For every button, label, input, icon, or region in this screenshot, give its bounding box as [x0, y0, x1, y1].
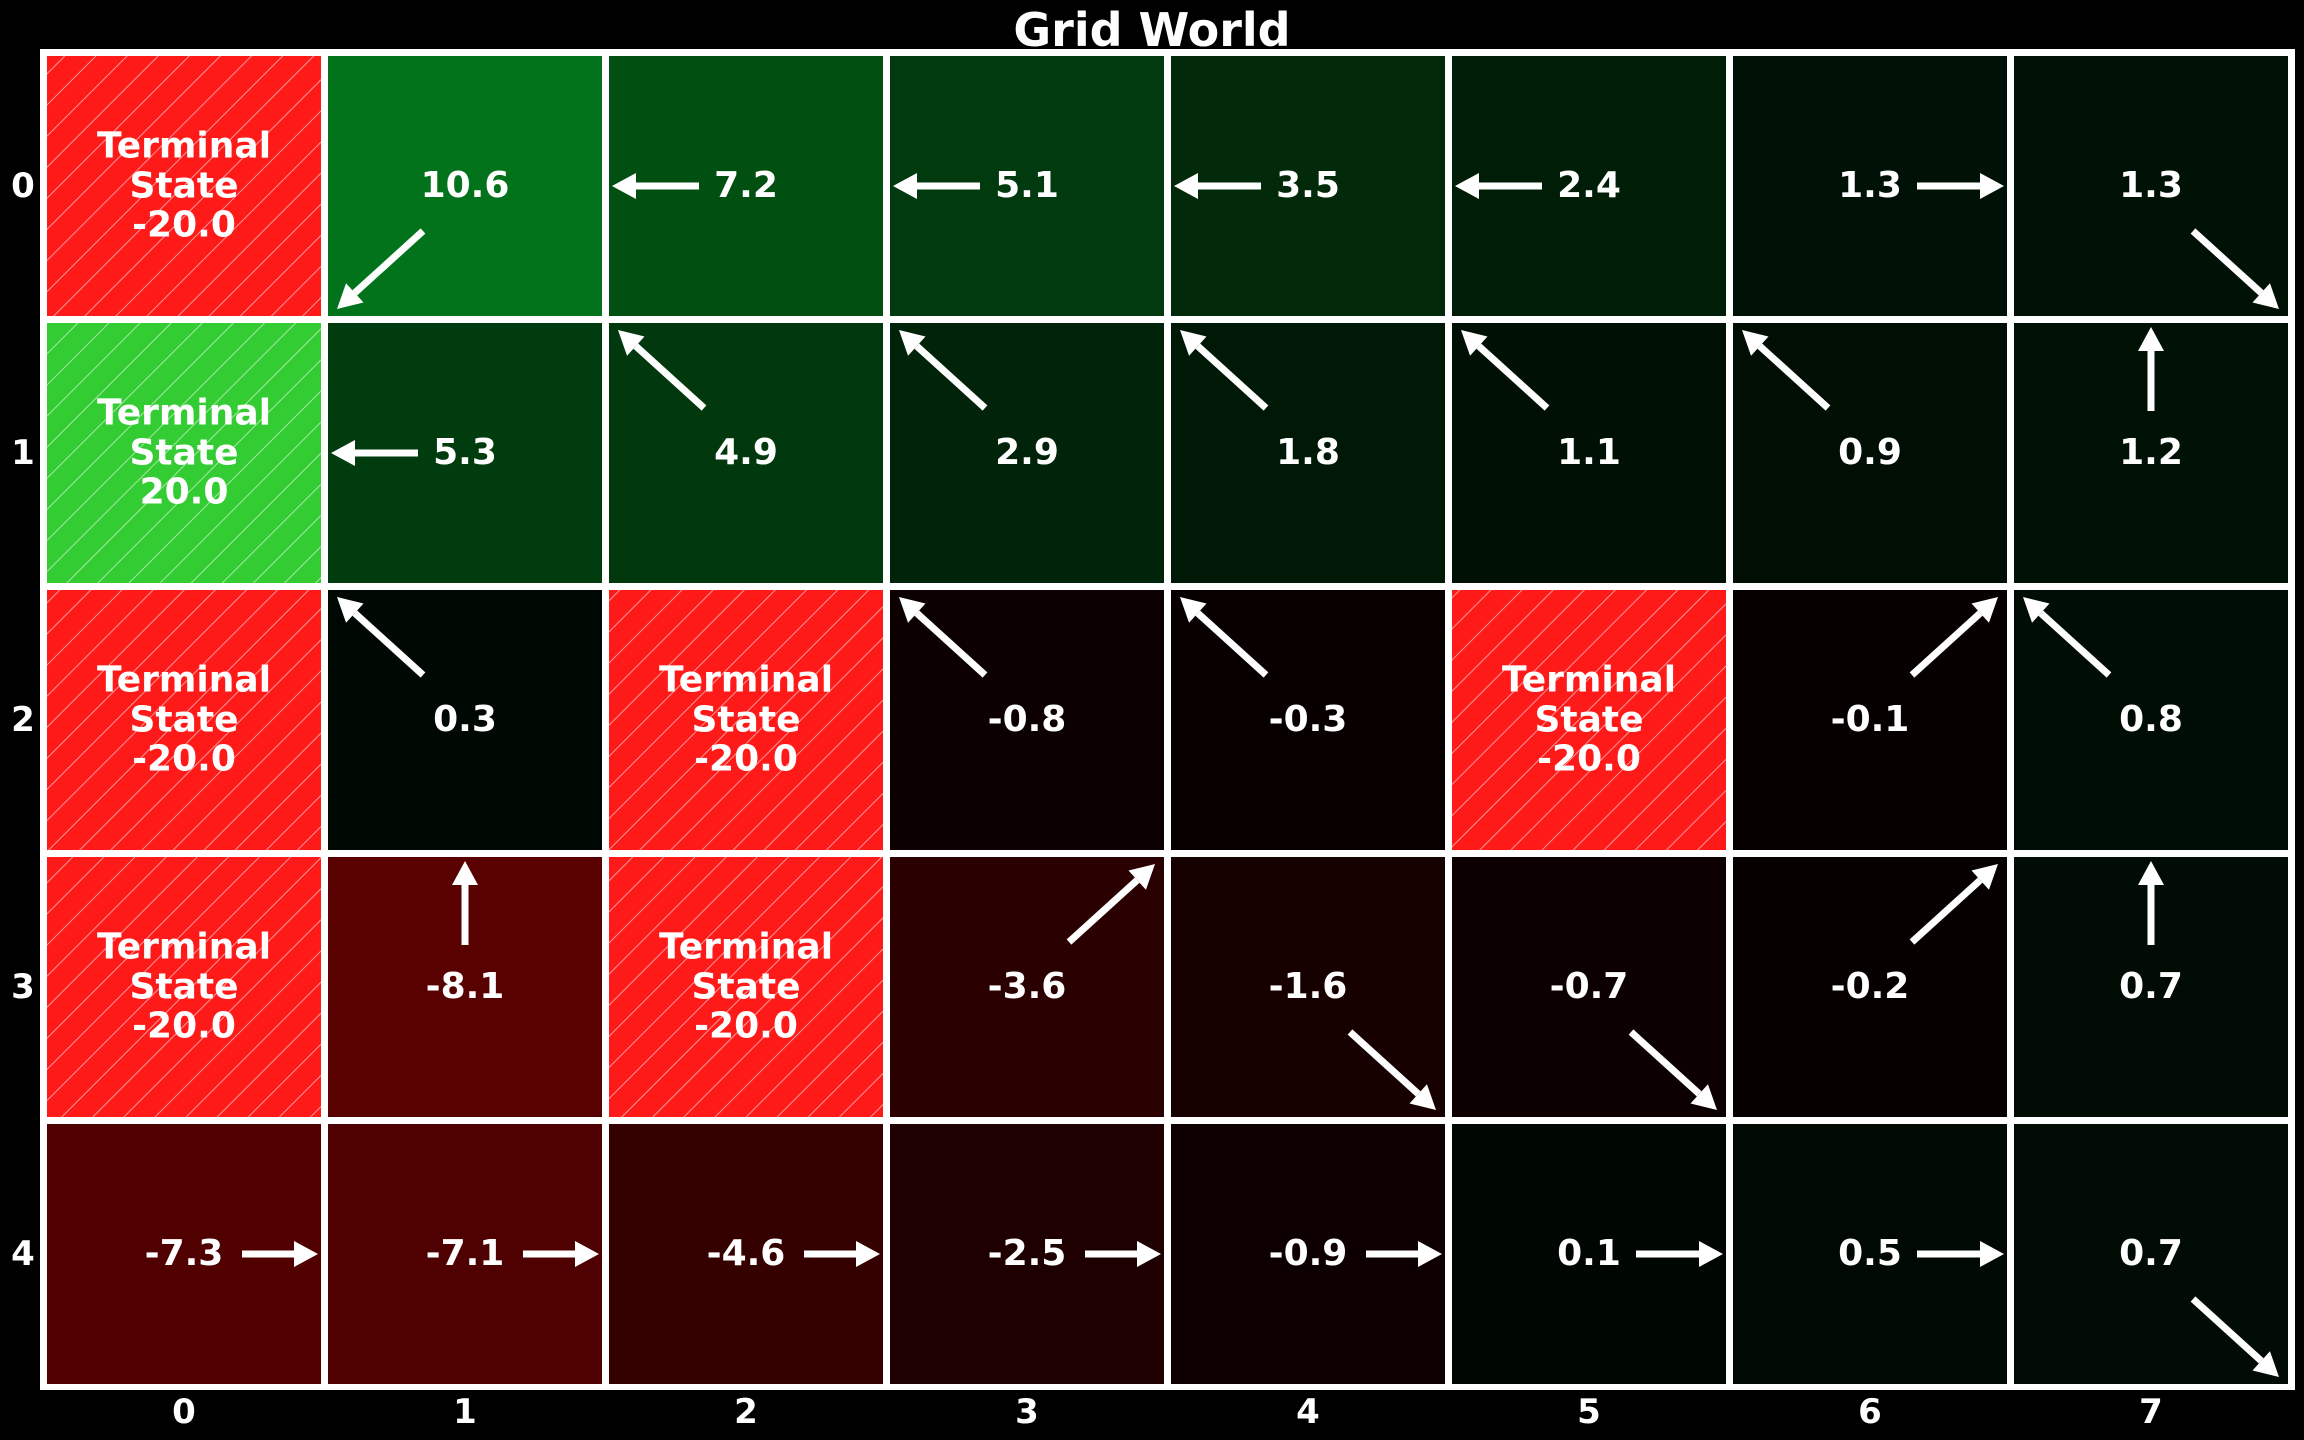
state-value: 4.9 [714, 432, 778, 474]
state-value: 1.8 [1276, 432, 1340, 474]
column-label: 6 [1858, 1392, 1882, 1432]
state-value: 7.2 [714, 165, 778, 207]
state-value: -0.2 [1830, 966, 1910, 1008]
grid-title: Grid World [1013, 3, 1291, 57]
column-label: 4 [1296, 1392, 1320, 1432]
state-value: 1.3 [2119, 165, 2183, 207]
state-value: -1.6 [1268, 966, 1348, 1008]
row-label: 2 [11, 700, 35, 740]
state-value: -0.1 [1830, 699, 1910, 741]
state-value: 0.7 [2119, 966, 2183, 1008]
state-value: 0.1 [1557, 1233, 1621, 1275]
terminal-label: Terminal State -20.0 [1501, 659, 1677, 780]
state-value: 1.3 [1838, 165, 1902, 207]
state-value: 5.1 [995, 165, 1059, 207]
state-value: 1.2 [2119, 432, 2183, 474]
state-value: 1.1 [1557, 432, 1621, 474]
state-value: 2.4 [1557, 165, 1621, 207]
state-value: -0.8 [987, 699, 1067, 741]
state-value: 2.9 [995, 432, 1059, 474]
grid-board: Terminal State -20.0 10.6 7.2 5.1 3.5 2.4 1.3 1… [40, 49, 2295, 1390]
terminal-label: Terminal State 20.0 [96, 392, 272, 513]
state-value: 5.3 [433, 432, 497, 474]
state-value: 0.8 [2119, 699, 2183, 741]
state-value: 3.5 [1276, 165, 1340, 207]
state-value: -8.1 [425, 966, 505, 1008]
column-label: 5 [1577, 1392, 1601, 1432]
state-value: -7.3 [144, 1233, 224, 1275]
state-value: -0.9 [1268, 1233, 1348, 1275]
state-value: 0.7 [2119, 1233, 2183, 1275]
column-label: 7 [2139, 1392, 2163, 1432]
row-label: 4 [11, 1234, 35, 1274]
column-label: 2 [734, 1392, 758, 1432]
state-value: -0.7 [1549, 966, 1629, 1008]
state-value: -2.5 [987, 1233, 1067, 1275]
terminal-label: Terminal State -20.0 [96, 125, 272, 246]
row-label: 3 [11, 967, 35, 1007]
column-label: 0 [172, 1392, 196, 1432]
state-value: -7.1 [425, 1233, 505, 1275]
state-value: 0.5 [1838, 1233, 1902, 1275]
state-value: 0.9 [1838, 432, 1902, 474]
terminal-label: Terminal State -20.0 [96, 659, 272, 780]
state-value: -4.6 [706, 1233, 786, 1275]
row-label: 1 [11, 433, 35, 473]
terminal-label: Terminal State -20.0 [658, 659, 834, 780]
terminal-label: Terminal State -20.0 [658, 926, 834, 1047]
state-value: 10.6 [420, 165, 510, 207]
terminal-label: Terminal State -20.0 [96, 926, 272, 1047]
row-label: 0 [11, 166, 35, 206]
column-label: 1 [453, 1392, 477, 1432]
state-value: 0.3 [433, 699, 497, 741]
state-value: -3.6 [987, 966, 1067, 1008]
column-label: 3 [1015, 1392, 1039, 1432]
state-value: -0.3 [1268, 699, 1348, 741]
